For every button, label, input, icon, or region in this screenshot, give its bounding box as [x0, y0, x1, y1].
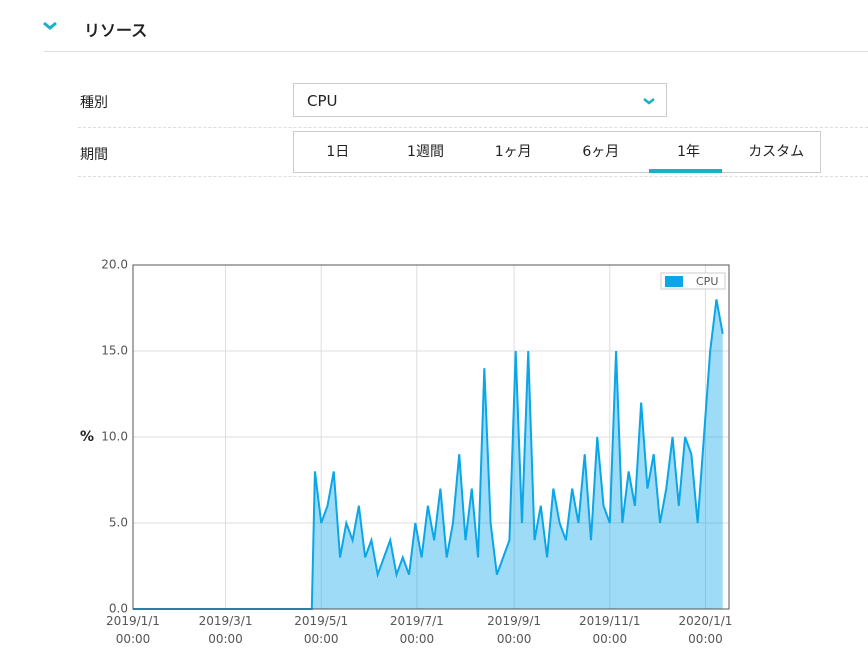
- x-tick-label: 2019/9/1 00:00: [487, 614, 541, 646]
- y-axis-label: %: [80, 429, 94, 445]
- divider: [78, 127, 868, 128]
- x-tick-label: 2019/7/1 00:00: [390, 614, 444, 646]
- period-tab[interactable]: 1週間: [407, 144, 444, 160]
- divider: [44, 51, 868, 52]
- period-tab[interactable]: 1年: [645, 132, 733, 173]
- area: [133, 299, 723, 609]
- legend-swatch: [665, 276, 683, 287]
- x-tick-label-line: 2019/7/1: [390, 614, 444, 628]
- x-tick-label-line: 2019/1/1: [106, 614, 160, 628]
- x-tick-label-line: 2019/9/1: [487, 614, 541, 628]
- period-tab[interactable]: 6ヶ月: [582, 144, 620, 160]
- divider: [78, 176, 868, 177]
- y-tick-label: 15.0: [101, 344, 128, 358]
- x-tick-label-line: 00:00: [593, 632, 628, 646]
- period-tab[interactable]: カスタム: [748, 144, 805, 160]
- line: [133, 299, 724, 610]
- type-select[interactable]: CPU: [293, 83, 667, 117]
- period-tab[interactable]: 1ヶ月: [494, 144, 532, 160]
- y-tick-label: 10.0: [101, 430, 128, 444]
- y-tick-label: 20.0: [101, 258, 128, 272]
- x-tick-label-line: 00:00: [304, 632, 339, 646]
- x-tick-label-line: 2019/3/1: [199, 614, 253, 628]
- x-tick-label: 2019/11/1 00:00: [579, 614, 641, 646]
- y-tick-label: 5.0: [109, 516, 128, 530]
- collapse-icon[interactable]: [40, 16, 62, 36]
- x-tick-label-line: 2019/11/1: [579, 614, 641, 628]
- plot-frame: [132, 264, 730, 610]
- period-label: 期間: [80, 147, 108, 163]
- x-tick-label-line: 00:00: [116, 632, 151, 646]
- x-tick-label-line: 2020/1/1: [679, 614, 733, 628]
- x-tick-label-line: 00:00: [400, 632, 435, 646]
- x-tick-label-line: 00:00: [208, 632, 243, 646]
- x-tick-label: 2020/1/1 00:00: [679, 614, 733, 646]
- period-tabs: 1日 1週間 1ヶ月 6ヶ月 1年 カスタム: [293, 131, 821, 173]
- legend-label: CPU: [696, 275, 718, 288]
- select-arrow: [643, 98, 655, 105]
- x-tick-label: 2019/3/1 00:00: [199, 614, 253, 646]
- type-value: CPU: [307, 92, 338, 110]
- x-tick-label-line: 00:00: [497, 632, 532, 646]
- period-tab[interactable]: 1日: [326, 144, 350, 160]
- type-label: 種別: [80, 95, 108, 111]
- section-title: リソース: [84, 21, 148, 40]
- y-tick-label: 0.0: [109, 602, 128, 616]
- x-tick-label-line: 00:00: [688, 632, 723, 646]
- x-tick-label-line: 2019/5/1: [294, 614, 348, 628]
- x-tick-label: 2019/5/1 00:00: [294, 614, 348, 646]
- x-tick-label: 2019/1/1 00:00: [106, 614, 160, 646]
